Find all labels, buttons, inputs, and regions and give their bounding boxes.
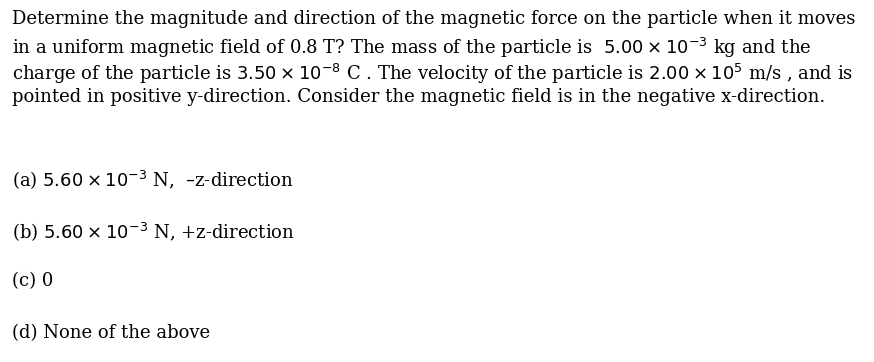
Text: (c) 0: (c) 0 [12, 272, 53, 290]
Text: (d) None of the above: (d) None of the above [12, 324, 210, 342]
Text: charge of the particle is $3.50\times10^{-8}$ C . The velocity of the particle i: charge of the particle is $3.50\times10^… [12, 62, 853, 86]
Text: (b) $5.60\times10^{-3}$ N, +z-direction: (b) $5.60\times10^{-3}$ N, +z-direction [12, 220, 295, 243]
Text: Determine the magnitude and direction of the magnetic force on the particle when: Determine the magnitude and direction of… [12, 10, 856, 28]
Text: pointed in positive y-direction. Consider the magnetic field is in the negative : pointed in positive y-direction. Conside… [12, 88, 825, 106]
Text: (a) $5.60\times10^{-3}$ N,  –z-direction: (a) $5.60\times10^{-3}$ N, –z-direction [12, 168, 294, 191]
Text: in a uniform magnetic field of 0.8 T? The mass of the particle is  $5.00\times10: in a uniform magnetic field of 0.8 T? Th… [12, 36, 811, 60]
